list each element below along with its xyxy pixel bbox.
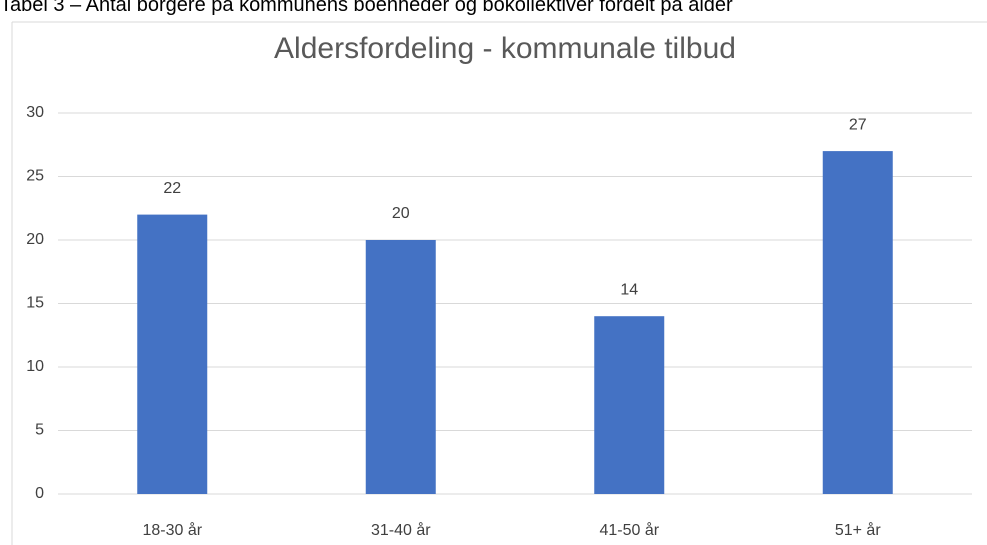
x-tick-label: 41-50 år <box>599 521 659 539</box>
y-tick-label: 15 <box>26 295 44 312</box>
y-tick-label: 10 <box>26 358 44 375</box>
data-label: 22 <box>163 180 181 197</box>
x-tick-label: 18-30 år <box>142 521 202 539</box>
x-tick-label: 51+ år <box>835 521 881 539</box>
data-label: 27 <box>849 116 867 133</box>
bar <box>594 316 665 494</box>
data-label: 14 <box>620 281 638 298</box>
y-tick-label: 30 <box>26 104 44 121</box>
y-tick-label: 25 <box>26 168 44 185</box>
chart-title: Aldersfordeling - kommunale tilbud <box>274 32 736 65</box>
y-tick-label: 5 <box>35 422 44 439</box>
bar <box>365 240 436 494</box>
data-label: 20 <box>392 205 410 222</box>
bar <box>822 151 893 494</box>
bar <box>137 214 208 494</box>
x-tick-label: 31-40 år <box>371 521 431 539</box>
y-tick-label: 0 <box>35 485 44 502</box>
caption: Tabel 3 – Antal borgere på kommunens boe… <box>0 0 733 16</box>
y-tick-label: 20 <box>26 231 44 248</box>
